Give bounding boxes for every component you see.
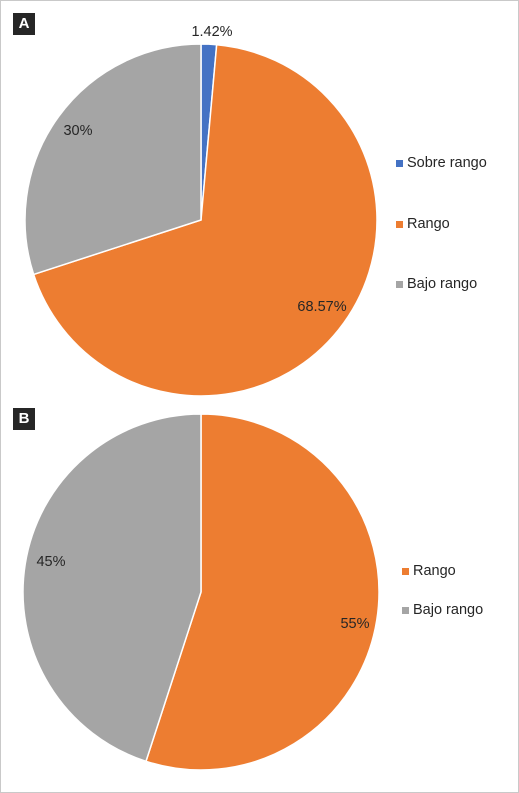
legend-label: Rango bbox=[407, 215, 450, 232]
pie-chart-b: 55% 45% bbox=[22, 413, 380, 771]
panel-label-b: B bbox=[13, 408, 35, 430]
pie-chart-a: 1.42% 68.57% 30% bbox=[24, 24, 378, 397]
data-label-rango: 55% bbox=[340, 616, 369, 632]
legend-swatch bbox=[396, 160, 403, 167]
legend-swatch bbox=[396, 281, 403, 288]
legend-label: Bajo rango bbox=[407, 276, 478, 292]
data-label-bajo-rango: 30% bbox=[63, 123, 92, 139]
pie-slice-bajo-rango bbox=[24, 43, 202, 276]
legend-swatch bbox=[402, 606, 409, 614]
data-label-sobre-rango: 1.42% bbox=[191, 24, 232, 40]
pie-slice-rango bbox=[145, 413, 380, 771]
pie-slice-bajo-rango bbox=[22, 413, 202, 763]
legend-swatch bbox=[396, 220, 403, 228]
data-label-bajo-rango: 45% bbox=[36, 554, 65, 570]
legend-label: Rango bbox=[413, 563, 456, 579]
panel-b: 55% 45% B Rango Bajo rango bbox=[0, 400, 519, 793]
legend-label: Sobre rango bbox=[407, 155, 487, 171]
data-label-rango: 68.57% bbox=[297, 299, 346, 315]
panel-label-a: A bbox=[13, 13, 35, 35]
legend-label: Bajo rango bbox=[413, 601, 484, 618]
pie-slice-rango bbox=[32, 43, 378, 397]
panel-a: 1.42% 68.57% 30% A Sobre rango Rango Bajo … bbox=[13, 13, 487, 397]
legend-swatch bbox=[402, 568, 409, 575]
